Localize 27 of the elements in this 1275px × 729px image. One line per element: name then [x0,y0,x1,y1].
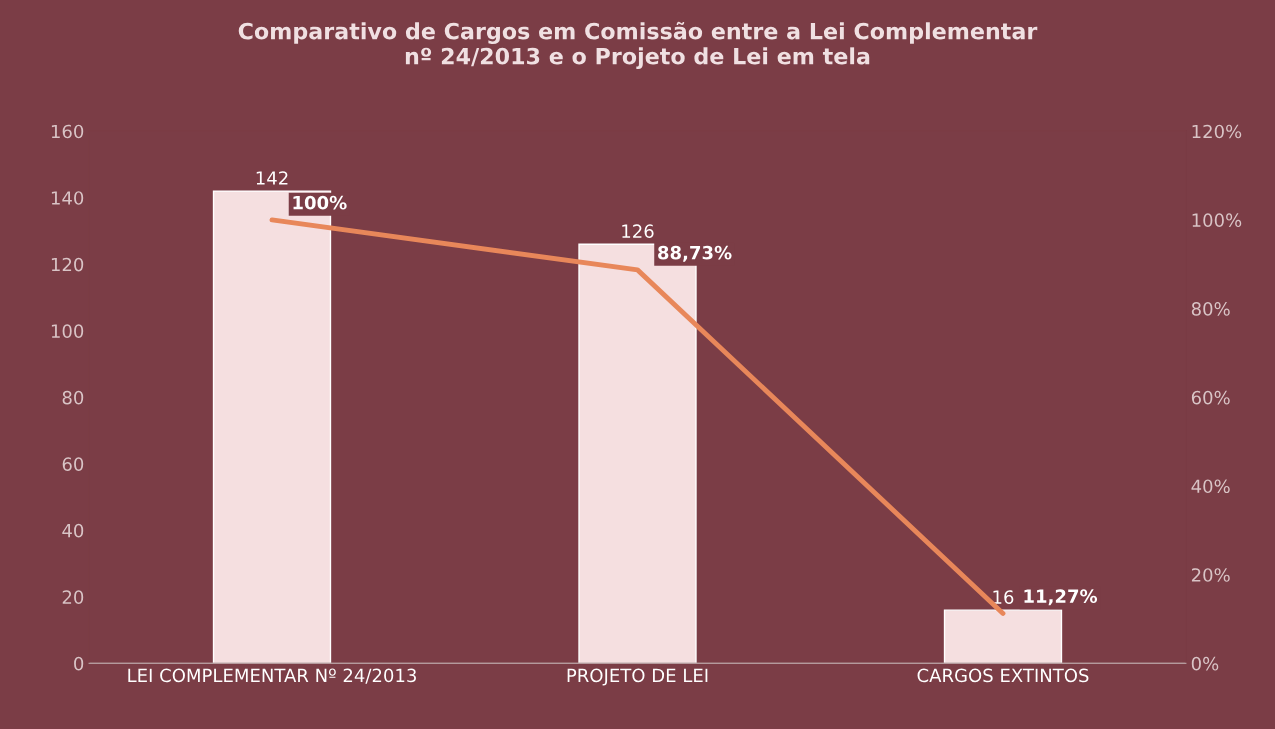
data-label: 126 [622,224,654,239]
data-label: 100% [293,195,347,210]
y-tick-label: 140 [51,191,84,205]
y2-tick-label: 120% [1192,124,1242,139]
x-tick-label: PROJETO DE LEI [567,668,708,686]
data-label: 88,73% [658,245,732,262]
y-tick-label: 120 [51,257,84,272]
y2-tick-label: 20% [1191,568,1230,582]
y2-tick-label: 40% [1191,479,1230,494]
x-tick-label: LEI COMPLEMENTAR Nº 24/2013 [128,668,416,684]
y-tick-label: 160 [51,124,84,139]
y2-tick-label: 60% [1191,390,1230,405]
data-label: 16 [993,590,1014,604]
x-tick-label: CARGOS EXTINTOS [917,668,1089,683]
data-label: 11,27% [1024,589,1098,606]
chart-title: Comparativo de Cargos em Comissão entre a Lei Complementar nº 24/2013 e o Projeto de Lei em tela [238,21,1038,70]
y2-tick-label: 100% [1192,213,1242,228]
data-label: 142 [256,171,288,185]
y-tick-label: 40 [62,523,84,538]
y-tick-label: 20 [62,590,84,604]
bar [943,609,1063,664]
y-tick-label: 80 [62,390,84,405]
y-tick-label: 0 [74,656,84,671]
y-tick-label: 100 [51,324,84,338]
y-tick-label: 60 [62,457,84,471]
y2-tick-label: 80% [1191,302,1230,316]
y2-tick-label: 0% [1191,656,1219,671]
